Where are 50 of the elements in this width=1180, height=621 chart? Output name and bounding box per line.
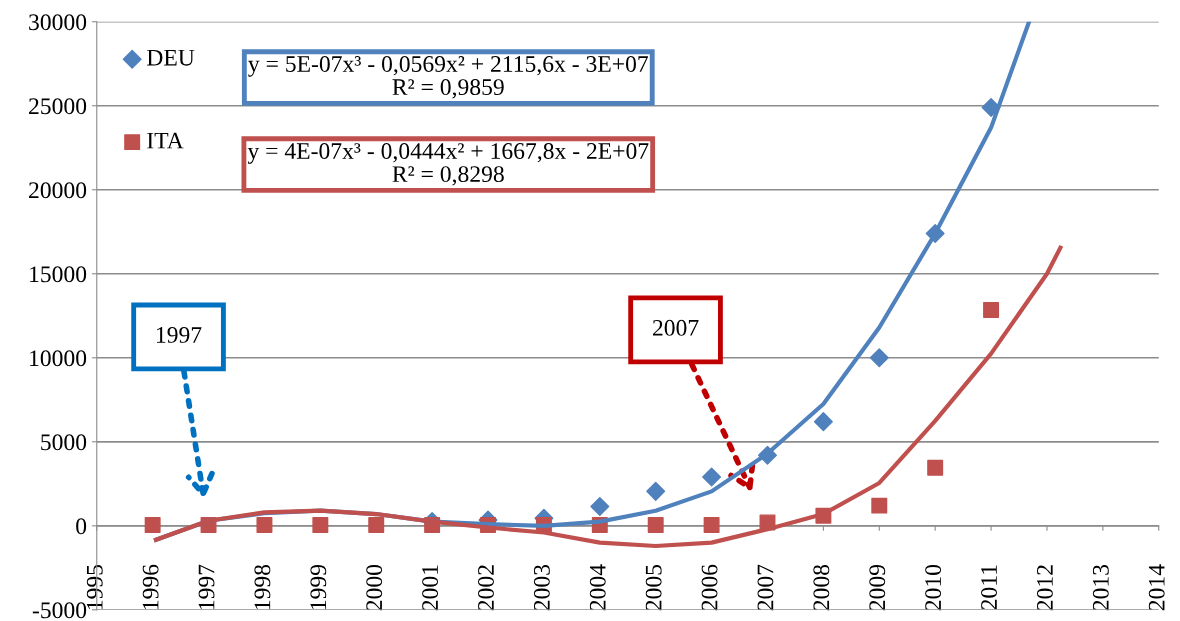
point	[869, 348, 889, 368]
x-tick-label: 2002	[478, 565, 494, 611]
point	[590, 497, 610, 516]
x-tick-label: 2007	[757, 564, 774, 611]
x-tick-label: 1999	[310, 564, 327, 610]
x-tick-label: 2011	[981, 565, 997, 610]
annotation: y = 5E-07x³ - 0,0569x² + 2115,6x - 3E+07 R² = 0,9859	[248, 55, 648, 99]
point	[927, 459, 944, 476]
x-tick-label: 2010	[925, 564, 942, 611]
legend-label: DEU	[147, 49, 195, 66]
point	[702, 467, 722, 487]
point	[703, 516, 720, 533]
line-series	[153, 245, 1063, 549]
point	[256, 516, 273, 533]
x-tick-label: 2004	[589, 564, 606, 611]
x-tick-label: 2001	[422, 565, 439, 611]
annotation: 1997	[157, 326, 202, 343]
x-tick-label: 1995	[86, 564, 103, 610]
annotation: y = 4E-07x³ - 0,0444x² + 1667,8x - 2E+07 R² = 0,8298	[247, 143, 649, 186]
y-tick-label: 20000	[29, 182, 87, 199]
x-tick-label: 2009	[869, 564, 886, 611]
y-tick-label: 5000	[41, 434, 87, 451]
y-tick-label: 0	[76, 518, 87, 535]
y-tick-label: -5000	[32, 602, 87, 619]
point	[646, 481, 666, 501]
x-tick-label: 2012	[1036, 565, 1053, 611]
x-tick-label: 2013	[1092, 564, 1109, 611]
point	[981, 97, 1001, 117]
legend-label: ITA	[147, 132, 184, 149]
x-tick-label: 1997	[198, 564, 215, 610]
y-tick-label: 30000	[29, 14, 87, 31]
point	[871, 497, 888, 514]
x-tick-label: 1996	[142, 564, 159, 610]
point	[312, 516, 329, 533]
x-tick-label: 2000	[366, 564, 383, 611]
x-tick-label: 1998	[254, 564, 271, 610]
point	[368, 516, 385, 533]
x-tick-label: 2005	[645, 564, 662, 611]
point	[144, 516, 161, 533]
y-tick-label: 15000	[30, 266, 87, 283]
point	[983, 301, 1000, 318]
point	[647, 516, 664, 533]
x-tick-label: 2006	[701, 564, 718, 611]
annotation: 2007	[652, 319, 699, 336]
y-tick-label: 25000	[29, 98, 87, 115]
x-tick-label: 2003	[533, 564, 550, 611]
point	[813, 412, 833, 432]
y-tick-label: 10000	[30, 350, 87, 367]
x-tick-label: 2014	[1148, 564, 1165, 611]
x-tick-label: 2008	[813, 564, 830, 611]
